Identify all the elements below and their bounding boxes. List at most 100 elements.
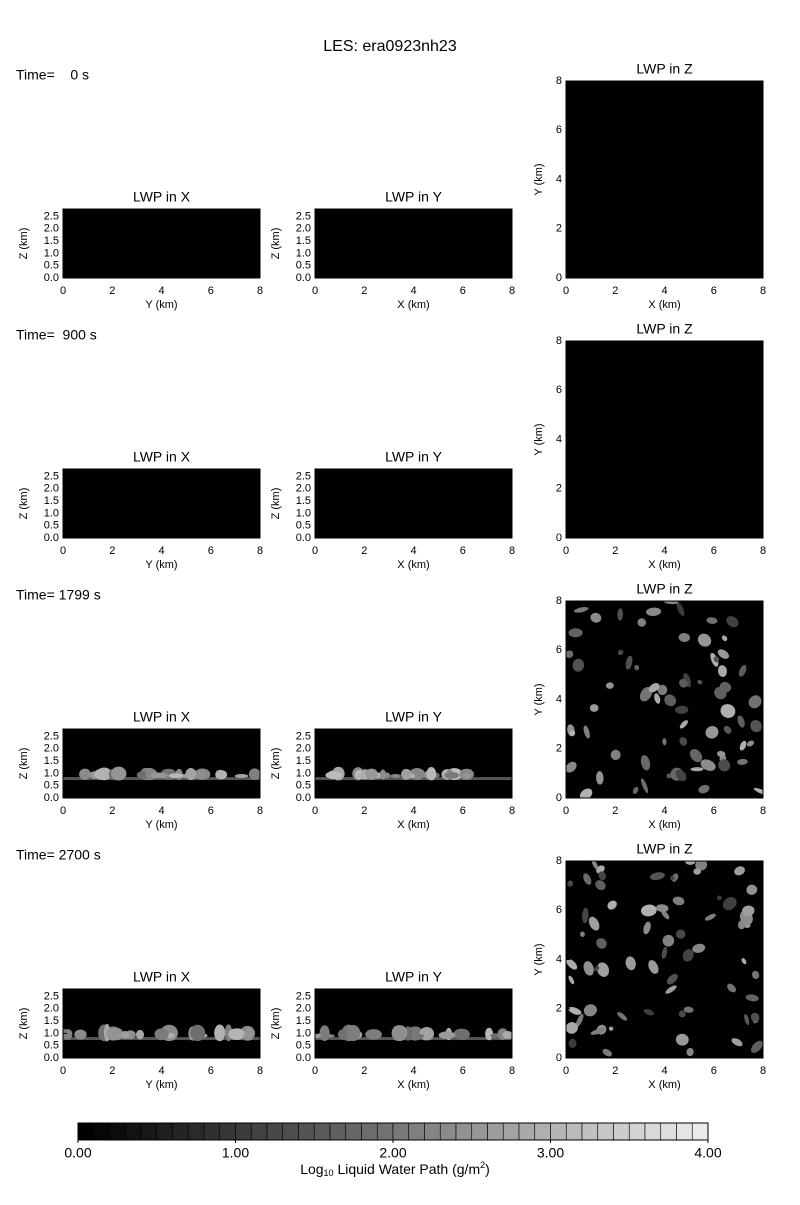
x-tick-label: 8 — [760, 805, 766, 817]
cloud-field — [566, 861, 763, 1057]
y-tick-label: 0.5 — [296, 1040, 311, 1052]
colorbar-cell — [581, 1122, 599, 1141]
x-tick-label: 6 — [208, 805, 214, 817]
y-axis-label: Z (km) — [18, 228, 30, 260]
x-tick-label: 2 — [109, 285, 115, 297]
y-tick-label: 0.0 — [44, 532, 59, 544]
x-tick-label: 4 — [410, 285, 416, 297]
cloud — [717, 649, 729, 659]
x-tick-label: 0 — [60, 1065, 66, 1077]
cloud — [720, 704, 736, 718]
y-tick-label: 4 — [556, 953, 562, 965]
y-axis-label: Y (km) — [533, 683, 545, 715]
y-tick-label: 8 — [556, 75, 562, 87]
cloud — [640, 904, 657, 917]
y-tick-label: 0.5 — [44, 520, 59, 532]
x-tick-label: 0 — [60, 545, 66, 557]
x-tick-label: 2 — [612, 805, 618, 817]
panel-title: LWP in Y — [385, 969, 442, 985]
cloud — [734, 866, 746, 876]
x-tick-label: 2 — [361, 285, 367, 297]
colorbar-cell — [628, 1122, 646, 1141]
x-axis-label: X (km) — [397, 559, 429, 571]
y-tick-label: 2.5 — [296, 990, 311, 1002]
cloud — [595, 880, 606, 891]
cloud — [215, 770, 228, 780]
y-axis-label: Z (km) — [270, 228, 282, 260]
y-axis-label: Y (km) — [533, 423, 545, 455]
colorbar-tick-label: 3.00 — [537, 1145, 564, 1161]
cloud — [463, 773, 470, 779]
cloud — [596, 938, 607, 949]
x-tick-label: 4 — [661, 1065, 667, 1077]
y-tick-label: 4 — [556, 693, 562, 705]
colorbar-cell — [613, 1122, 630, 1141]
y-tick-label: 1.5 — [44, 495, 59, 507]
x-tick-label: 4 — [158, 285, 164, 297]
cloud — [657, 684, 668, 696]
x-axis-label: Y (km) — [145, 559, 177, 571]
cloud — [753, 787, 763, 795]
cloud — [568, 628, 583, 638]
x-tick-label: 0 — [312, 1065, 318, 1077]
cloud — [154, 1028, 169, 1040]
cloud — [567, 880, 574, 887]
cloud — [168, 773, 183, 779]
cloud — [379, 769, 386, 780]
colorbar-cell — [361, 1122, 378, 1141]
y-tick-label: 6 — [556, 904, 562, 916]
cloud — [662, 738, 667, 746]
cloud — [664, 601, 679, 605]
colorbar-cell — [424, 1122, 441, 1141]
cloud — [120, 1030, 130, 1040]
cloud — [248, 768, 260, 780]
cloud — [596, 865, 605, 874]
colorbar-cell — [140, 1122, 158, 1141]
x-tick-label: 6 — [711, 545, 717, 557]
y-tick-label: 2.0 — [44, 483, 59, 495]
cloud — [648, 960, 659, 974]
cloud — [568, 1006, 582, 1015]
x-tick-label: 8 — [760, 285, 766, 297]
cloud — [583, 873, 592, 885]
y-tick-label: 8 — [556, 335, 562, 347]
cloud — [391, 1025, 406, 1042]
cloud — [741, 958, 747, 965]
cloud — [739, 740, 747, 751]
cloud — [74, 1029, 87, 1040]
y-tick-label: 0.0 — [296, 1052, 311, 1064]
y-tick-label: 1.5 — [44, 755, 59, 767]
y-tick-label: 8 — [556, 855, 562, 867]
x-tick-label: 4 — [158, 805, 164, 817]
y-tick-label: 1.0 — [44, 507, 59, 519]
y-tick-label: 1.0 — [44, 767, 59, 779]
cloud — [63, 1028, 73, 1040]
cloud — [337, 1029, 350, 1040]
cloud — [737, 715, 745, 728]
y-tick-label: 2.0 — [296, 483, 311, 495]
x-tick-label: 2 — [612, 1065, 618, 1077]
cloud — [746, 740, 755, 747]
colorbar-cell — [487, 1122, 504, 1141]
cloud — [666, 973, 678, 985]
y-tick-label: 2 — [556, 483, 562, 495]
cloud — [750, 1012, 760, 1022]
heatmap-background — [63, 469, 260, 538]
cloud — [656, 904, 669, 913]
cloud — [693, 868, 702, 875]
cloud — [726, 616, 739, 628]
cloud — [426, 767, 437, 781]
colorbar-cell — [502, 1122, 520, 1141]
colorbar-cell — [203, 1122, 221, 1141]
cloud — [106, 1027, 120, 1041]
cloud — [590, 1028, 605, 1035]
cloud — [723, 725, 732, 734]
colorbar-cell — [439, 1122, 457, 1141]
x-axis-label: X (km) — [648, 559, 680, 571]
cloud — [727, 983, 737, 993]
cloud — [685, 861, 696, 865]
cloud — [617, 1012, 628, 1021]
y-tick-label: 2.0 — [44, 223, 59, 235]
y-axis-label: Y (km) — [533, 943, 545, 975]
